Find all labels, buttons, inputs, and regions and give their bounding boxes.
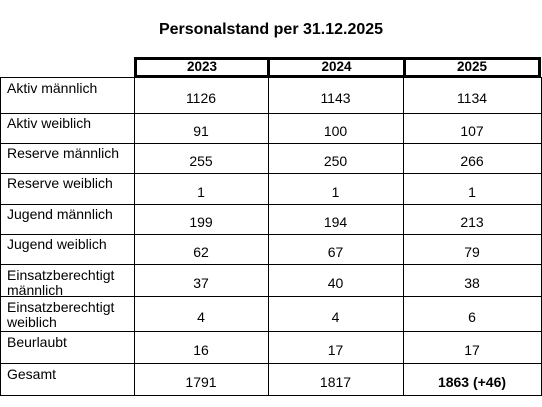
row-divider [0,296,542,297]
row-divider [0,173,542,174]
table-cell: 1 [197,184,205,200]
table-cell: 1 [468,184,476,200]
table-cell: 194 [323,214,348,230]
table-cell: 1143 [320,90,351,106]
row-label: Gesamt [7,366,57,382]
table-cell: 40 [327,275,344,291]
row-divider [0,331,542,332]
row-divider [0,143,542,144]
table-cell: 17 [327,342,344,358]
row-divider [0,77,542,78]
table-cell: 1126 [185,90,217,106]
row-label: Aktiv weiblich [7,115,92,131]
table-cell: 1 [331,184,340,200]
table-cell: 37 [193,275,209,291]
table-cell: 213 [460,214,484,230]
table-cell: 79 [464,244,480,260]
column-divider [268,77,269,396]
table-cell: 266 [460,153,484,169]
table-cell: 1134 [456,90,488,106]
table-cell: 4 [197,309,205,325]
column-header-2024: 2024 [267,57,406,78]
row-divider [0,264,542,265]
row-label: Aktiv männlich [7,80,98,96]
row-label: Jugend männlich [7,206,113,222]
table-cell: 255 [189,153,213,169]
table-cell: 1817 [319,374,352,390]
table-cell: 1863 (+46) [437,374,507,390]
table-cell: 4 [331,309,340,325]
column-header-2025: 2025 [403,57,541,78]
column-header-2023: 2023 [134,57,270,78]
row-label: Beurlaubt [7,334,67,350]
table-cell: 16 [193,342,209,358]
page-title: Personalstand per 31.12.2025 [158,21,384,38]
row-label: Reserve männlich [7,145,120,161]
table-cell: 199 [189,214,213,230]
table-cell: 67 [327,244,344,260]
row-divider [0,204,542,205]
table-cell: 100 [323,123,348,139]
table-cell: 6 [468,309,476,325]
row-label: Einsatzberechtigt männlich [7,267,115,298]
row-divider [0,395,542,396]
row-label: Reserve weiblich [7,175,113,191]
table-cell: 62 [193,244,209,260]
table-cell: 17 [464,342,480,358]
column-divider [403,77,404,396]
row-divider [0,363,542,364]
table-cell: 250 [323,153,348,169]
column-divider [0,77,1,396]
table-cell: 107 [460,123,484,139]
row-divider [0,234,542,235]
table-cell: 38 [464,275,480,291]
table-cell: 91 [193,123,209,139]
column-divider [134,77,135,396]
table-cell: 1791 [185,374,217,390]
row-divider [0,113,542,114]
row-label: Jugend weiblich [7,236,107,252]
row-label: Einsatzberechtigt weiblich [7,299,115,330]
